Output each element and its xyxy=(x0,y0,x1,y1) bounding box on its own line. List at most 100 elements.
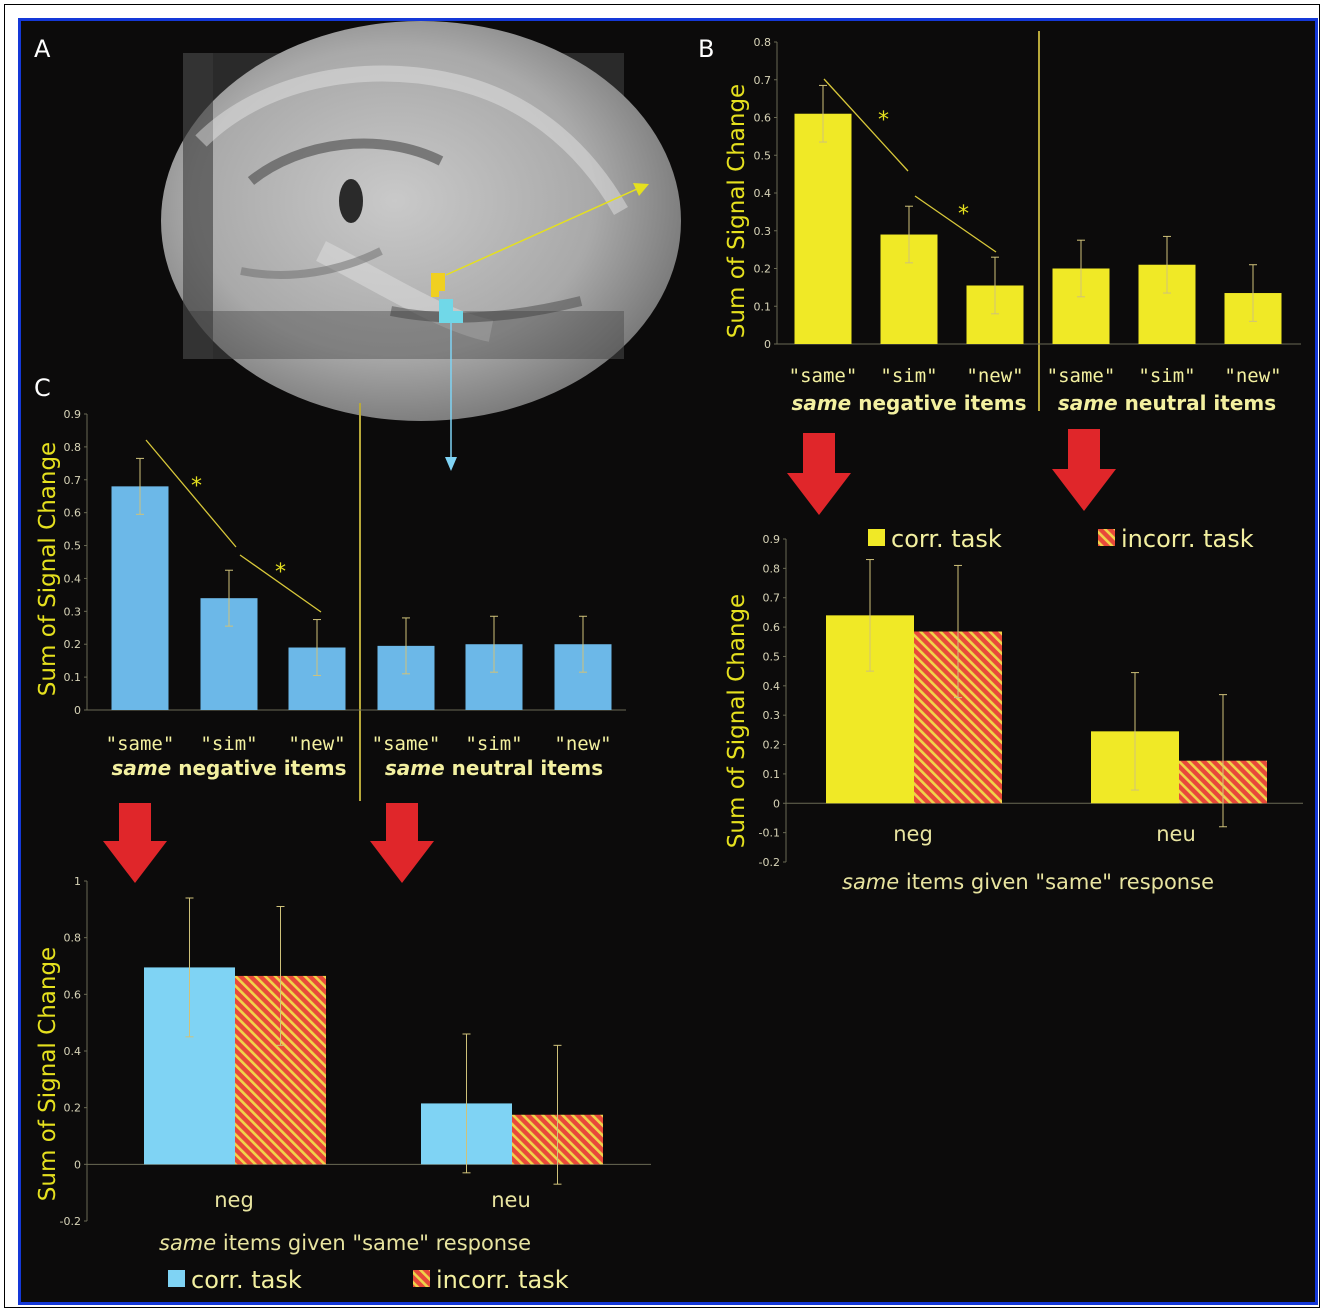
category-label: "sim" xyxy=(1138,365,1195,387)
y-tick-label: 0.9 xyxy=(64,408,82,421)
chart-b-bottom-legend: corr. task incorr. task xyxy=(868,525,1254,553)
bar xyxy=(794,113,852,344)
chart-b-top-ylabel: Sum of Signal Change xyxy=(724,84,750,338)
chart-b-bottom: corr. task incorr. task -0.2 -0.1 0 0.1 0.2 0… xyxy=(724,525,1303,894)
group-label-neutral: same neutral items xyxy=(385,756,603,780)
category-label: "sim" xyxy=(465,733,522,755)
y-tick-label: 0.2 xyxy=(754,263,772,276)
legend-label: incorr. task xyxy=(436,1266,569,1294)
legend-swatch-incorr xyxy=(413,1270,430,1287)
chart-b-bottom-xlabel: same items given "same" response xyxy=(842,870,1214,894)
y-tick-label: 0.2 xyxy=(64,638,82,651)
y-tick-label: 0.8 xyxy=(754,36,772,49)
category-label: neg xyxy=(214,1188,254,1212)
legend-label: corr. task xyxy=(191,1266,302,1294)
y-tick-label: 0.5 xyxy=(64,540,82,553)
legend-label: corr. task xyxy=(891,525,1002,553)
chart-c-top-ylabel: Sum of Signal Change xyxy=(35,442,61,696)
y-tick-label: -0.1 xyxy=(759,827,780,840)
red-arrow-b-right xyxy=(1052,429,1116,511)
chart-b-bottom-ylabel: Sum of Signal Change xyxy=(724,594,750,848)
category-label: "same" xyxy=(106,733,175,755)
connector-arrow-yellow xyxy=(445,183,649,276)
y-tick-label: 0.5 xyxy=(763,650,781,663)
y-tick-label: 0.7 xyxy=(763,592,781,605)
y-tick-label: 0.3 xyxy=(754,225,772,238)
figure-panel: A B C xyxy=(18,18,1318,1305)
significance-line xyxy=(239,554,322,613)
category-label: "new" xyxy=(1224,365,1281,387)
y-tick-label: 0.4 xyxy=(754,187,772,200)
category-label: "new" xyxy=(554,733,611,755)
y-tick-label: 0.6 xyxy=(64,988,82,1001)
y-tick-label: 0.8 xyxy=(64,932,82,945)
y-tick-label: 0 xyxy=(74,1158,81,1171)
category-label: "new" xyxy=(288,733,345,755)
group-label-neutral: same neutral items xyxy=(1058,391,1276,415)
group-label-negative: same negative items xyxy=(111,756,346,780)
y-tick-label: 0 xyxy=(764,338,771,351)
sagittal-brain-image xyxy=(161,21,681,421)
roi-cyan xyxy=(439,299,463,323)
y-tick-label: 1 xyxy=(74,875,81,888)
panel-label-b: B xyxy=(698,35,714,63)
significance-line xyxy=(823,78,909,172)
significance-line xyxy=(145,439,237,548)
chart-b-top-categories: "same" "sim" "new" "same" "sim" "new" xyxy=(789,365,1282,387)
y-tick-label: 0.8 xyxy=(763,562,781,575)
red-arrow-b-left xyxy=(787,433,851,515)
chart-b-top: 0 0.1 0.2 0.3 0.4 0.5 0.6 0.7 0.8 Sum of Signal … xyxy=(724,36,1301,415)
category-label: neg xyxy=(893,822,933,846)
y-tick-label: 0.7 xyxy=(64,474,82,487)
chart-c-top-categories: "same" "sim" "new" "same" "sim" "new" xyxy=(106,733,612,755)
y-tick-label: 0.3 xyxy=(763,709,781,722)
legend-swatch-corr xyxy=(168,1270,185,1287)
bar xyxy=(111,486,169,710)
y-tick-label: 0.4 xyxy=(64,572,82,585)
significance-star: * xyxy=(878,108,889,133)
y-tick-label: 0.4 xyxy=(64,1045,82,1058)
y-tick-label: 0.1 xyxy=(64,671,82,684)
category-label: "sim" xyxy=(200,733,257,755)
figure-canvas: A B C xyxy=(34,21,1303,1294)
panel-label-a: A xyxy=(34,35,51,63)
group-label-negative: same negative items xyxy=(791,391,1026,415)
category-label: "sim" xyxy=(880,365,937,387)
category-label: "same" xyxy=(789,365,858,387)
category-label: "same" xyxy=(1047,365,1116,387)
y-tick-label: 0.2 xyxy=(64,1102,82,1115)
significance-star: * xyxy=(958,202,969,227)
connector-arrow-blue xyxy=(445,323,457,471)
chart-c-top: 0 0.1 0.2 0.3 0.4 0.5 0.6 0.7 0.8 0.9 Sum of Sign… xyxy=(35,408,626,780)
legend-label: incorr. task xyxy=(1121,525,1254,553)
y-tick-label: -0.2 xyxy=(759,856,780,869)
y-tick-label: 0 xyxy=(773,797,780,810)
y-tick-label: 0.5 xyxy=(754,149,772,162)
y-tick-label: 0.2 xyxy=(763,739,781,752)
y-tick-label: 0.3 xyxy=(64,605,82,618)
legend-swatch-corr xyxy=(868,529,885,546)
panel-label-c: C xyxy=(34,374,51,402)
y-tick-label: 0.8 xyxy=(64,441,82,454)
y-tick-label: 0.7 xyxy=(754,74,772,87)
y-tick-label: 0.4 xyxy=(763,680,781,693)
y-tick-label: 0.9 xyxy=(763,533,781,546)
y-tick-label: 0.1 xyxy=(754,300,772,313)
significance-star: * xyxy=(275,560,286,585)
roi-yellow xyxy=(431,273,445,297)
chart-c-bottom-xlabel: same items given "same" response xyxy=(159,1231,531,1255)
category-label: neu xyxy=(491,1188,531,1212)
red-arrow-c-right xyxy=(370,803,434,883)
category-label: "new" xyxy=(966,365,1023,387)
red-arrow-c-left xyxy=(103,803,167,883)
significance-line xyxy=(914,195,997,253)
chart-c-bottom: -0.200.20.40.60.81 Sum of Signal Change … xyxy=(35,875,651,1294)
y-tick-label: 0.6 xyxy=(754,112,772,125)
significance-star: * xyxy=(191,474,202,499)
chart-c-bottom-ylabel: Sum of Signal Change xyxy=(35,947,61,1201)
y-tick-label: 0.6 xyxy=(64,507,82,520)
category-label: "same" xyxy=(372,733,441,755)
category-label: neu xyxy=(1156,822,1196,846)
y-tick-label: 0.6 xyxy=(763,621,781,634)
y-tick-label: 0 xyxy=(74,704,81,717)
